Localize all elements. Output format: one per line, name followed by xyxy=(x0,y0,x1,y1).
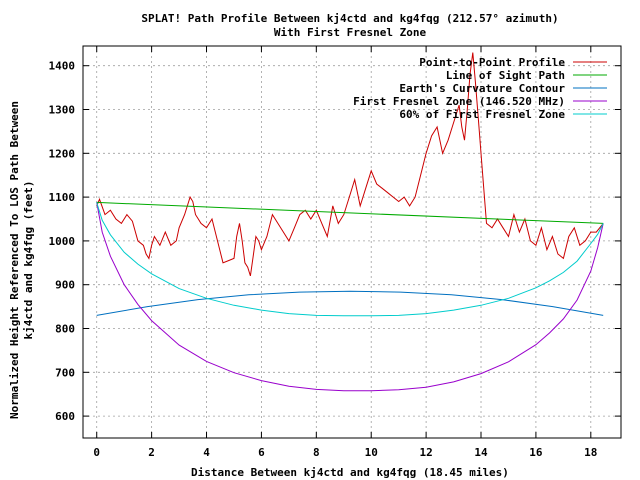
chart-title-line1: SPLAT! Path Profile Between kj4ctd and k… xyxy=(141,12,558,25)
x-tick-label: 18 xyxy=(584,446,597,459)
series-line-4 xyxy=(96,202,604,392)
x-tick-label: 14 xyxy=(474,446,488,459)
legend-label-1: Point-to-Point Profile xyxy=(419,56,565,69)
y-tick-label: 1400 xyxy=(49,60,76,73)
x-tick-label: 10 xyxy=(365,446,378,459)
y-tick-label: 800 xyxy=(55,323,75,336)
series-line-1 xyxy=(96,52,604,277)
series-line-3 xyxy=(96,290,604,316)
y-tick-label: 900 xyxy=(55,279,75,292)
x-tick-label: 12 xyxy=(419,446,432,459)
legend-label-5: 60% of First Fresnel Zone xyxy=(399,108,565,121)
x-axis-label: Distance Between kj4ctd and kg4fqg (18.4… xyxy=(191,466,509,479)
y-axis-label-line1: Normalized Height Referenced To LOS Path… xyxy=(8,101,21,419)
y-axis-label-line2: kj4ctd and kg4fqg (feet) xyxy=(22,181,35,340)
legend-label-4: First Fresnel Zone (146.520 MHz) xyxy=(353,95,565,108)
x-tick-label: 4 xyxy=(203,446,210,459)
x-tick-label: 0 xyxy=(93,446,100,459)
y-tick-label: 600 xyxy=(55,410,75,423)
legend-label-2: Line of Sight Path xyxy=(446,69,565,82)
x-tick-label: 8 xyxy=(313,446,320,459)
legend-label-3: Earth's Curvature Contour xyxy=(399,82,565,95)
chart-title-line2: With First Fresnel Zone xyxy=(274,26,427,39)
series-line-2 xyxy=(96,201,604,224)
x-tick-label: 6 xyxy=(258,446,265,459)
series-line-5 xyxy=(96,202,604,317)
y-tick-label: 1000 xyxy=(49,235,76,248)
grid xyxy=(83,46,621,438)
series-group xyxy=(96,52,604,392)
x-tick-label: 2 xyxy=(148,446,155,459)
y-tick-label: 700 xyxy=(55,366,75,379)
y-tick-label: 1200 xyxy=(49,147,76,160)
y-tick-label: 1300 xyxy=(49,104,76,117)
axis-ticks: 600 700 800 900 1000 1100 1200 1300 1400 0 2 4 6 8 10 1… xyxy=(49,46,621,459)
y-tick-label: 1100 xyxy=(49,191,76,204)
x-tick-label: 16 xyxy=(529,446,543,459)
plot-frame xyxy=(82,45,622,439)
